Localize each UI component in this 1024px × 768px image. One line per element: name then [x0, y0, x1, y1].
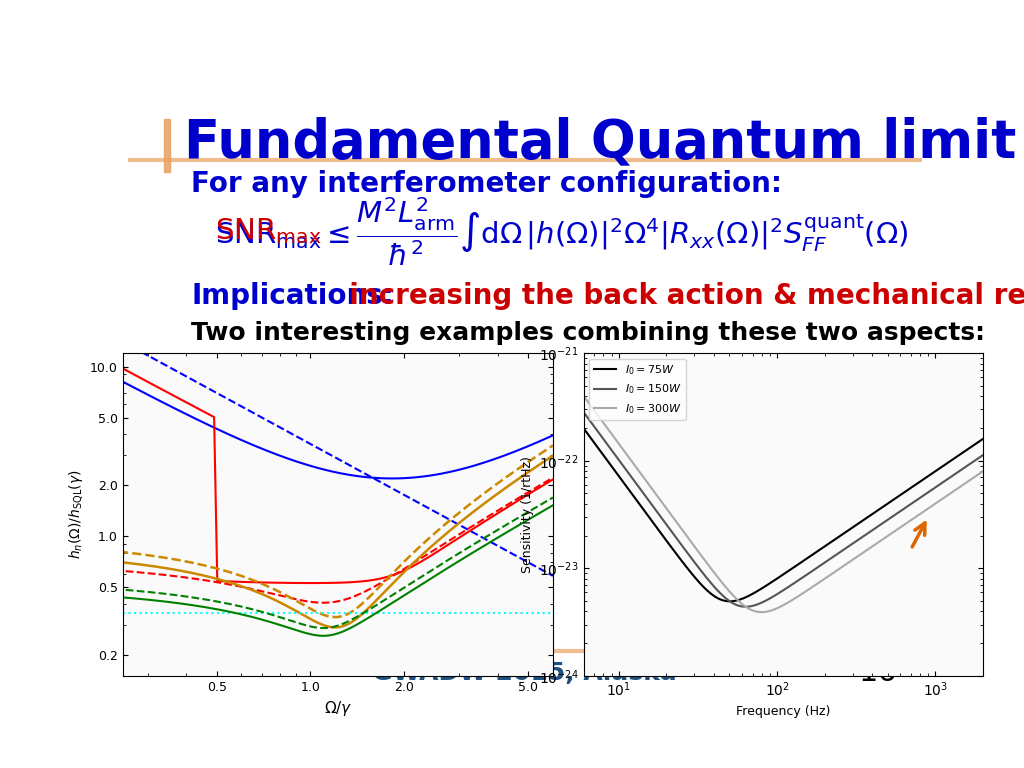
- $I_0=75$W: [795, 558, 807, 568]
- $I_0=75$W: [578, 424, 590, 433]
- $I_0=300$W: [770, 604, 782, 613]
- $I_0=150$W: [795, 574, 807, 584]
- Text: Mingchuan Zhou & Shahriar: Mingchuan Zhou & Shahriar: [177, 620, 396, 635]
- $I_0=75$W: [968, 440, 980, 449]
- Text: arXiv:1410.6877: arXiv:1410.6877: [224, 641, 349, 656]
- Bar: [164, 119, 170, 172]
- $I_0=300$W: [578, 392, 590, 401]
- $I_0=300$W: [756, 607, 768, 617]
- Text: For any interferometer configuration:: For any interferometer configuration:: [191, 170, 782, 198]
- $I_0=75$W: [768, 576, 780, 585]
- $I_0=150$W: [905, 498, 918, 508]
- Line: $I_0=75$W: $I_0=75$W: [584, 429, 983, 601]
- Y-axis label: Sensitivity (1/rtHz): Sensitivity (1/rtHz): [520, 456, 534, 573]
- $I_0=300$W: [977, 467, 989, 476]
- Text: GWADW 2015, Alaska: GWADW 2015, Alaska: [373, 661, 677, 685]
- $I_0=75$W: [724, 597, 736, 606]
- $I_0=150$W: [977, 450, 989, 459]
- $I_0=150$W: [816, 560, 828, 569]
- Text: 16: 16: [859, 658, 898, 687]
- Line: $I_0=300$W: $I_0=300$W: [584, 396, 983, 612]
- $I_0=150$W: [768, 591, 780, 601]
- $I_0=300$W: [816, 576, 828, 585]
- Text: .: .: [841, 620, 846, 635]
- Text: Two interesting examples combining these two aspects:: Two interesting examples combining these…: [191, 322, 985, 346]
- $I_0=300$W: [768, 605, 780, 614]
- Text: $\mathrm{SNR_{max}}$: $\mathrm{SNR_{max}}$: [215, 217, 322, 246]
- Text: et al: et al: [418, 620, 452, 635]
- Text: Implications:: Implications:: [191, 282, 394, 310]
- $I_0=150$W: [578, 408, 590, 417]
- $I_0=75$W: [816, 544, 828, 553]
- Text: Fundamental Quantum limit: Fundamental Quantum limit: [183, 117, 1016, 168]
- Legend: $I_0=75W$, $I_0=150W$, $I_0=300W$: $I_0=75W$, $I_0=150W$, $I_0=300W$: [589, 359, 686, 420]
- $I_0=150$W: [770, 590, 782, 599]
- Text: increasing the back action & mechanical response: increasing the back action & mechanical …: [331, 282, 1024, 310]
- $I_0=150$W: [740, 602, 753, 611]
- Text: Farid Khalili & Kentaro: Farid Khalili & Kentaro: [625, 620, 798, 635]
- $I_0=75$W: [770, 574, 782, 584]
- $I_0=300$W: [905, 515, 918, 525]
- X-axis label: $\Omega/\gamma$: $\Omega/\gamma$: [324, 699, 352, 718]
- Line: $I_0=150$W: $I_0=150$W: [584, 412, 983, 607]
- $I_0=75$W: [905, 482, 918, 492]
- X-axis label: Frequency (Hz): Frequency (Hz): [736, 705, 830, 718]
- $I_0=300$W: [968, 472, 980, 482]
- $I_0=75$W: [977, 434, 989, 443]
- Text: $\mathrm{SNR_{max}} \leq \dfrac{M^2 L^2_{\rm arm}}{\hbar^2} \int \mathrm{d}\Omeg: $\mathrm{SNR_{max}} \leq \dfrac{M^2 L^2_…: [215, 194, 908, 267]
- Y-axis label: $h_n(\Omega)/h_{\rm SQL}(\gamma)$: $h_n(\Omega)/h_{\rm SQL}(\gamma)$: [67, 470, 85, 559]
- Text: et al: et al: [814, 620, 848, 635]
- $I_0=150$W: [968, 456, 980, 465]
- $I_0=300$W: [795, 590, 807, 599]
